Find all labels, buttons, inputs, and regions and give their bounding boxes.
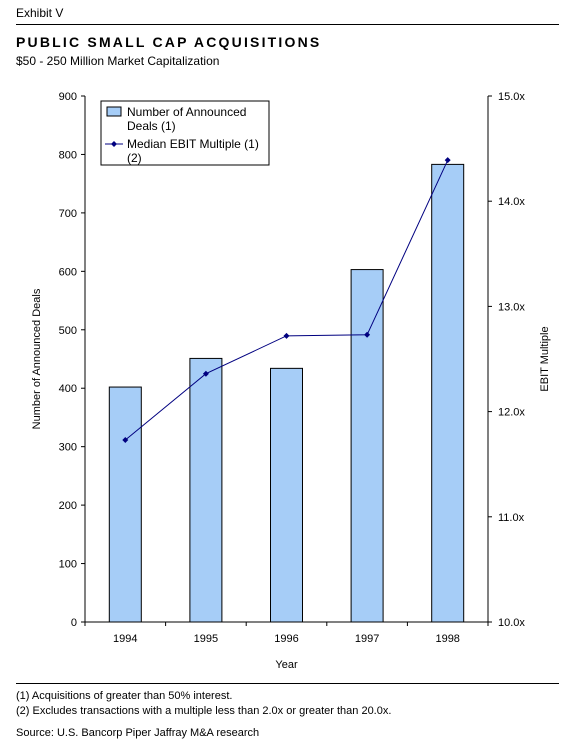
footnote-1: (1) Acquisitions of greater than 50% int… [16,690,233,702]
y-tick-label: 100 [59,559,77,571]
ebit-point [364,331,371,338]
y2-tick-label: 15.0x [498,91,525,103]
legend-label-bar: Number of Announced [127,105,246,119]
y-tick-label: 0 [71,617,77,629]
legend-box [100,100,270,166]
y-axis-title: Number of Announced Deals [31,288,43,429]
footnote-2: (2) Excludes transactions with a multipl… [16,705,392,717]
x-tick-label: 1994 [113,633,137,645]
ebit-point [444,157,451,164]
footnote-divider [16,683,559,684]
x-tick-label: 1995 [194,633,218,645]
y2-tick-label: 12.0x [498,407,525,419]
legend-swatch-bar [106,106,122,117]
y-tick-label: 900 [59,91,77,103]
bar [350,269,384,623]
bar [189,357,223,623]
y2-tick-label: 11.0x [498,512,525,524]
y-tick-label: 600 [59,266,77,278]
x-axis-title: Year [275,659,298,671]
x-tick-label: 1997 [355,633,379,645]
ebit-point [202,370,209,377]
y2-tick-label: 13.0x [498,301,525,313]
y-tick-label: 200 [59,500,77,512]
exhibit-label: Exhibit V [16,6,64,20]
y-tick-label: 800 [59,149,77,161]
y-tick-label: 300 [59,442,77,454]
page-title: PUBLIC SMALL CAP ACQUISITIONS [16,34,322,50]
x-tick-label: 1996 [274,633,298,645]
y-tick-label: 400 [59,383,77,395]
y2-axis-title: EBIT Multiple [539,326,551,391]
legend-label-bar: Deals (1) [127,119,176,133]
y-tick-label: 500 [59,325,77,337]
y-tick-label: 700 [59,208,77,220]
bar [270,367,303,623]
page-subtitle: $50 - 250 Million Market Capitalization [16,54,220,68]
ebit-point [122,437,129,444]
bar [431,163,465,623]
x-tick-label: 1998 [435,633,459,645]
ebit-point [283,332,290,339]
bar [108,386,142,623]
top-divider [16,24,559,25]
source-note: Source: U.S. Bancorp Piper Jaffray M&A r… [16,727,260,739]
y2-tick-label: 10.0x [498,617,525,629]
legend-label-line: Median EBIT Multiple (1) [127,137,259,151]
y2-tick-label: 14.0x [498,196,525,208]
legend-swatch-marker [111,141,117,147]
legend-label-line: (2) [127,151,142,165]
